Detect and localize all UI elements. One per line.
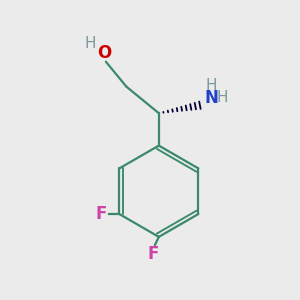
Text: H: H xyxy=(85,36,96,51)
Text: N: N xyxy=(204,89,218,107)
Text: H: H xyxy=(205,78,217,93)
Text: H: H xyxy=(217,90,229,105)
Text: O: O xyxy=(97,44,112,62)
Text: F: F xyxy=(96,205,107,223)
Text: F: F xyxy=(148,244,159,262)
